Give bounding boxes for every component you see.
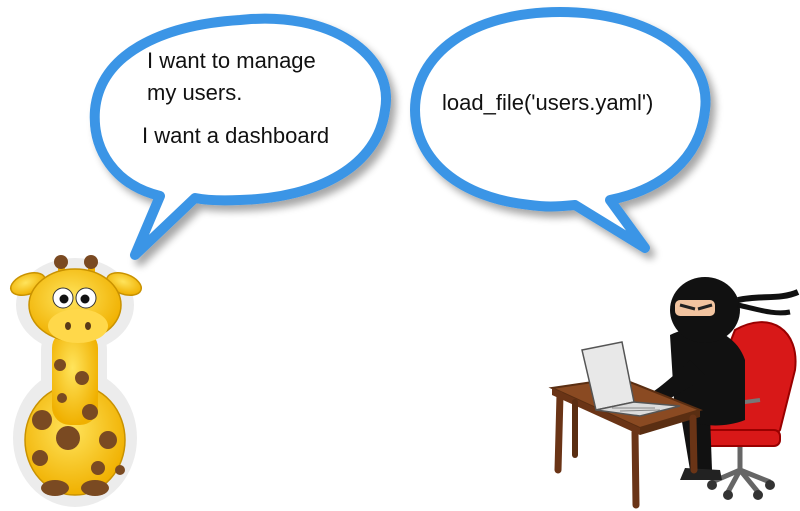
ninja-illustration (548, 277, 800, 509)
left-bubble-line-1: I want to manage (147, 48, 316, 73)
left-bubble-line-3: I want a dashboard (142, 123, 329, 148)
left-bubble-line-2: my users. (147, 80, 242, 105)
right-bubble-text: load_file('users.yaml') (442, 90, 653, 115)
right-speech-bubble (410, 7, 711, 253)
giraffe-illustration (9, 255, 143, 507)
left-speech-bubble (89, 13, 391, 260)
